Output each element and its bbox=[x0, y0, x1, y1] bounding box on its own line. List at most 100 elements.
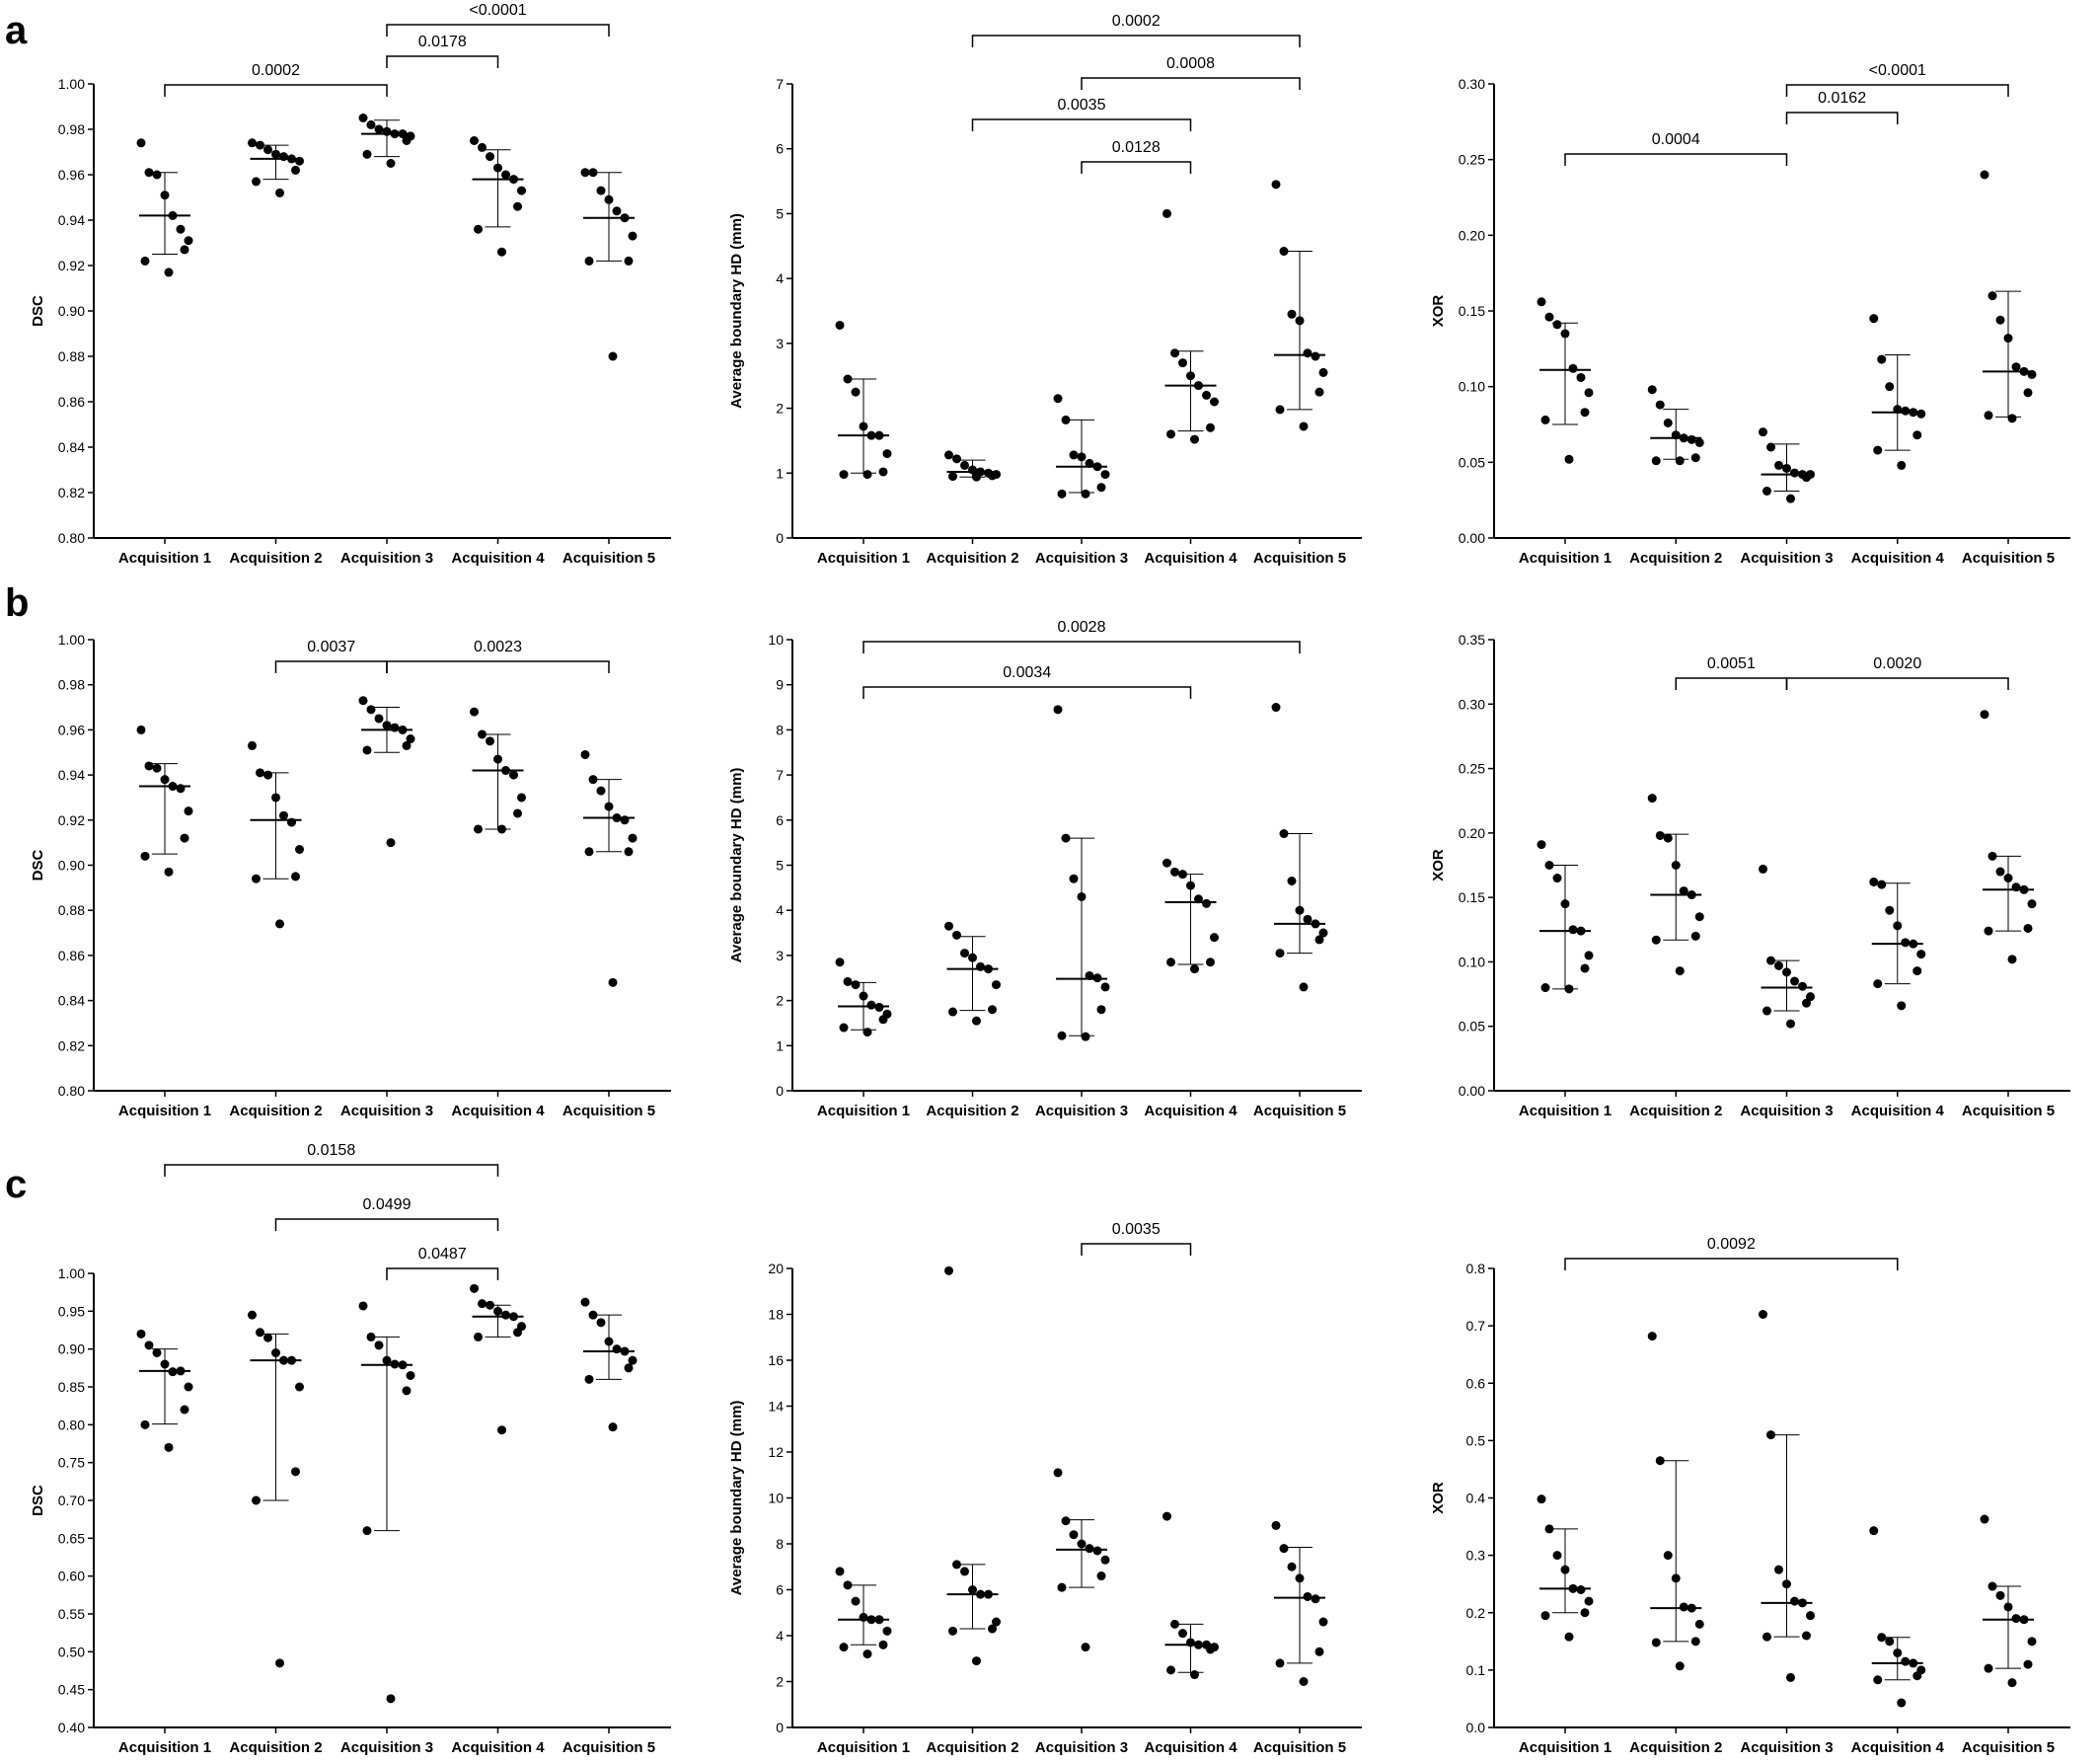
data-point bbox=[1663, 418, 1673, 427]
y-axis-title: DSC bbox=[30, 849, 46, 881]
data-point bbox=[1295, 1573, 1305, 1583]
data-point bbox=[386, 838, 396, 848]
data-point bbox=[1651, 456, 1661, 466]
data-point bbox=[164, 1442, 174, 1452]
data-point bbox=[164, 268, 174, 277]
data-point bbox=[1869, 1526, 1879, 1536]
data-point bbox=[952, 1560, 961, 1570]
data-point bbox=[1877, 354, 1887, 364]
y-tick-label: 0 bbox=[776, 530, 784, 546]
data-point bbox=[948, 472, 957, 482]
data-point bbox=[1893, 921, 1903, 931]
significance-bracket bbox=[386, 24, 610, 37]
significance-bracket bbox=[1081, 77, 1301, 90]
x-tick-label: Acquisition 2 bbox=[1629, 550, 1722, 567]
data-point bbox=[1552, 1551, 1562, 1561]
data-point bbox=[1077, 1539, 1087, 1549]
x-tick-label: Acquisition 4 bbox=[1851, 550, 1945, 567]
data-point bbox=[882, 449, 892, 459]
data-point bbox=[2003, 874, 2013, 883]
data-point bbox=[398, 129, 408, 139]
data-point bbox=[1802, 473, 1811, 483]
data-point bbox=[295, 1382, 304, 1392]
data-point bbox=[252, 1495, 261, 1505]
x-tick-label: Acquisition 5 bbox=[562, 1739, 655, 1756]
data-point bbox=[1762, 1632, 1771, 1642]
y-tick-label: 6 bbox=[776, 812, 784, 828]
x-tick-label: Acquisition 5 bbox=[1253, 1739, 1346, 1756]
data-point bbox=[1544, 312, 1554, 322]
y-tick-label: 0.96 bbox=[58, 722, 85, 737]
data-point bbox=[1774, 460, 1783, 470]
y-tick-label: 1.00 bbox=[58, 76, 85, 92]
significance-label: 0.0035 bbox=[1058, 97, 1106, 114]
x-tick-label: Acquisition 5 bbox=[1962, 550, 2055, 567]
y-tick-label: 0.25 bbox=[1459, 152, 1485, 168]
y-tick-label: 0.98 bbox=[58, 121, 85, 137]
data-point bbox=[1275, 405, 1285, 415]
data-point bbox=[513, 1328, 522, 1338]
data-point bbox=[874, 1615, 884, 1625]
data-point bbox=[1690, 931, 1700, 941]
y-tick-label: 14 bbox=[768, 1399, 784, 1415]
y-tick-label: 1.00 bbox=[58, 632, 85, 648]
data-point bbox=[474, 1332, 483, 1341]
data-point bbox=[366, 705, 376, 715]
data-point bbox=[1877, 880, 1887, 889]
data-point bbox=[992, 980, 1001, 990]
data-point bbox=[497, 247, 506, 257]
data-point bbox=[402, 740, 412, 750]
data-point bbox=[1893, 1647, 1903, 1657]
x-tick-label: Acquisition 3 bbox=[1740, 1739, 1833, 1756]
data-point bbox=[1798, 1598, 1807, 1608]
significance-bracket bbox=[971, 118, 1192, 131]
data-point bbox=[1100, 1555, 1110, 1565]
data-point bbox=[402, 136, 412, 145]
data-point bbox=[1540, 1611, 1550, 1621]
row-label-c: c bbox=[5, 1163, 27, 1206]
data-point bbox=[470, 1283, 479, 1293]
data-point bbox=[1790, 1596, 1799, 1606]
chart-panel-a-dsc: 0.80 0.82 0.84 0.86 0.88 0.90 0.92 0.94 0.96 0.98… bbox=[30, 2, 671, 567]
data-point bbox=[406, 1371, 415, 1380]
y-tick-label: 0.95 bbox=[58, 1303, 85, 1319]
data-point bbox=[1100, 470, 1110, 480]
data-point bbox=[968, 465, 977, 475]
data-point bbox=[588, 1310, 598, 1320]
data-point bbox=[1318, 1617, 1328, 1627]
data-point bbox=[1194, 1640, 1203, 1649]
data-point bbox=[180, 1405, 189, 1415]
data-point bbox=[588, 775, 598, 785]
significance-bracket bbox=[1785, 112, 1899, 124]
data-point bbox=[859, 1612, 868, 1622]
data-point bbox=[1663, 833, 1673, 843]
x-tick-label: Acquisition 4 bbox=[451, 1103, 545, 1119]
y-tick-label: 9 bbox=[776, 677, 784, 693]
data-point bbox=[1580, 1608, 1590, 1618]
data-point bbox=[976, 961, 985, 971]
x-tick-label: Acquisition 5 bbox=[1962, 1739, 2055, 1756]
data-point bbox=[1202, 390, 1211, 400]
data-point bbox=[960, 460, 969, 470]
y-tick-label: 10 bbox=[768, 1491, 784, 1506]
y-tick-label: 0.94 bbox=[58, 767, 85, 783]
y-tick-label: 0.20 bbox=[1459, 825, 1485, 841]
data-point bbox=[1774, 960, 1783, 970]
x-tick-label: Acquisition 1 bbox=[817, 1739, 910, 1756]
y-axis-title: Average boundary HD (mm) bbox=[728, 1401, 745, 1596]
y-tick-label: 0.86 bbox=[58, 948, 85, 963]
y-tick-label: 0.90 bbox=[58, 1341, 85, 1357]
data-point bbox=[1576, 926, 1586, 936]
data-point bbox=[136, 1329, 146, 1339]
y-tick-label: 0.60 bbox=[58, 1569, 85, 1584]
data-point bbox=[1166, 958, 1175, 967]
significance-label: 0.0008 bbox=[1166, 55, 1215, 72]
data-point bbox=[1980, 1514, 1989, 1524]
significance-bracket bbox=[1785, 677, 2009, 690]
x-tick-label: Acquisition 1 bbox=[118, 1739, 211, 1756]
data-point bbox=[478, 1299, 487, 1309]
data-point bbox=[952, 454, 961, 464]
data-point bbox=[1318, 928, 1328, 938]
data-point bbox=[1190, 964, 1199, 974]
y-tick-label: 1.00 bbox=[58, 1265, 85, 1281]
